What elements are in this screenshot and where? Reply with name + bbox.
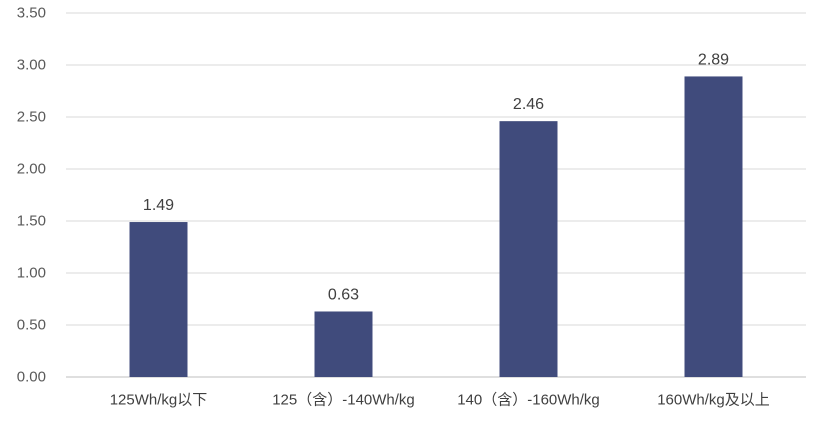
y-tick-label: 0.00 bbox=[17, 369, 46, 386]
y-tick-label: 2.00 bbox=[17, 161, 46, 178]
y-tick-label: 0.50 bbox=[17, 317, 46, 334]
data-label: 2.89 bbox=[698, 51, 729, 68]
data-label: 0.63 bbox=[328, 286, 359, 303]
x-tick-label: 125Wh/kg以下 bbox=[110, 392, 208, 409]
data-label: 1.49 bbox=[143, 197, 174, 214]
x-tick-label: 140（含）-160Wh/kg bbox=[457, 392, 600, 409]
bar bbox=[684, 76, 743, 377]
bar bbox=[129, 222, 188, 377]
x-tick-label: 160Wh/kg及以上 bbox=[657, 392, 770, 409]
y-tick-label: 3.50 bbox=[17, 5, 46, 22]
y-tick-label: 1.00 bbox=[17, 265, 46, 282]
y-tick-label: 3.00 bbox=[17, 57, 46, 74]
x-axis-category-labels: 125Wh/kg以下 125（含）-140Wh/kg 140（含）-160Wh/kg… bbox=[110, 392, 770, 409]
y-tick-label: 2.50 bbox=[17, 109, 46, 126]
bars bbox=[129, 76, 743, 377]
bar bbox=[314, 311, 373, 377]
y-axis-tick-labels: 0.00 0.50 1.00 1.50 2.00 2.50 3.00 3.50 bbox=[17, 5, 46, 386]
y-tick-label: 1.50 bbox=[17, 213, 46, 230]
gridlines bbox=[66, 12, 806, 378]
data-label: 2.46 bbox=[513, 96, 544, 113]
x-tick-label: 125（含）-140Wh/kg bbox=[272, 392, 415, 409]
bar bbox=[499, 121, 558, 377]
data-labels: 1.49 0.63 2.46 2.89 bbox=[143, 51, 729, 303]
